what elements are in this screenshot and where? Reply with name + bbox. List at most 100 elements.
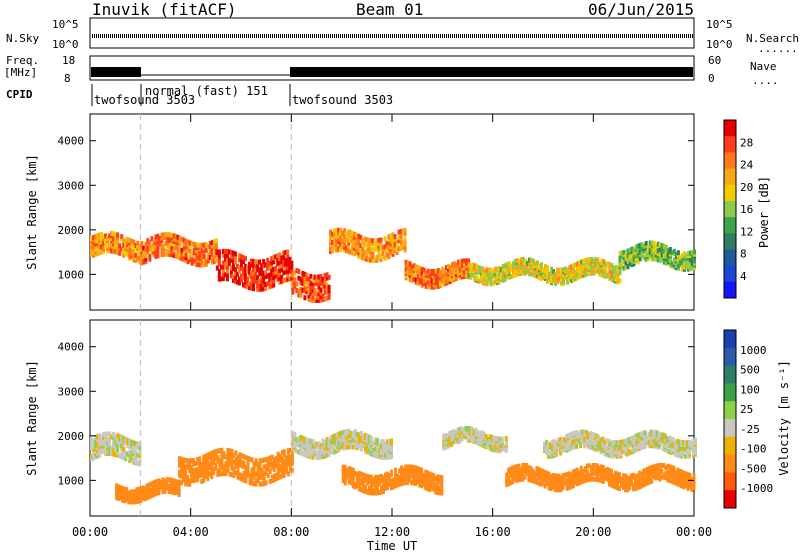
range-cell (239, 273, 243, 279)
range-cell (317, 297, 321, 303)
range-cell (138, 243, 142, 249)
range-cell (483, 272, 487, 278)
range-cell (128, 237, 132, 243)
range-cell (410, 273, 414, 279)
range-cell (98, 235, 102, 241)
range-cell (576, 261, 580, 267)
range-cell (470, 434, 474, 440)
colorbar-tick-label: 25 (740, 403, 753, 416)
range-cell (689, 441, 693, 447)
range-cell (264, 262, 268, 268)
range-cell (176, 243, 180, 249)
range-cell (242, 266, 246, 272)
range-cell (327, 284, 331, 290)
range-cell (341, 230, 345, 236)
range-cell (416, 274, 420, 280)
range-cell (363, 242, 367, 248)
range-cell (529, 471, 533, 477)
range-cell (639, 431, 643, 437)
range-cell (655, 430, 659, 436)
range-cell (313, 277, 317, 283)
range-cell (92, 235, 96, 241)
range-cell (184, 244, 188, 250)
range-cell (379, 473, 383, 479)
range-cell (469, 267, 473, 273)
range-cell (519, 467, 523, 473)
range-cell (490, 435, 494, 441)
range-cell (266, 273, 270, 279)
range-cell (414, 264, 418, 270)
range-cell (176, 248, 180, 254)
range-cell (389, 247, 393, 253)
range-cell (176, 234, 180, 240)
range-cell (367, 474, 371, 480)
range-cell (331, 234, 335, 240)
range-cell (212, 466, 216, 472)
range-cell (365, 489, 369, 495)
range-cell (317, 284, 321, 290)
range-cell (196, 256, 200, 262)
range-cell (233, 270, 237, 276)
range-cell (258, 279, 262, 285)
range-cell (290, 260, 294, 266)
range-cell (345, 248, 349, 254)
range-cell (260, 471, 264, 477)
range-cell (601, 478, 605, 484)
range-cell (148, 240, 152, 246)
range-cell (200, 478, 204, 484)
range-cell (114, 241, 118, 247)
range-cell (139, 486, 143, 492)
range-cell (114, 446, 118, 452)
range-cell (557, 437, 561, 443)
range-cell (98, 444, 102, 450)
range-cell (280, 267, 284, 273)
range-cell (347, 243, 351, 249)
range-cell (341, 477, 345, 483)
range-cell (656, 248, 660, 254)
range-cell (337, 440, 341, 446)
range-cell (660, 256, 664, 262)
range-cell (122, 449, 126, 455)
range-cell (527, 473, 531, 479)
y-tick-label: 2000 (58, 224, 85, 237)
range-cell (106, 439, 110, 445)
range-cell (186, 464, 190, 470)
range-cell (166, 235, 170, 241)
range-cell (497, 265, 501, 271)
range-cell (276, 475, 280, 481)
range-cell (94, 249, 98, 255)
range-cell (150, 244, 154, 250)
range-cell (685, 447, 689, 453)
range-cell (307, 438, 311, 444)
range-cell (146, 238, 150, 244)
range-cell (365, 251, 369, 257)
range-cell (272, 460, 276, 466)
range-cell (347, 444, 351, 450)
range-cell (299, 293, 303, 299)
range-cell (252, 258, 256, 264)
nsearch-tick-bottom: 10^0 (706, 38, 733, 51)
range-cell (280, 470, 284, 476)
range-cell (509, 273, 513, 279)
range-cell (252, 461, 256, 467)
range-cell (250, 474, 254, 480)
range-cell (678, 261, 682, 267)
range-cell (416, 470, 420, 476)
range-cell (140, 246, 144, 252)
range-cell (535, 270, 539, 276)
range-cell (172, 236, 176, 242)
range-cell (182, 470, 186, 476)
range-cell (116, 449, 120, 455)
range-cell (138, 461, 142, 467)
range-cell (210, 460, 214, 466)
range-cell (335, 432, 339, 438)
range-cell (282, 459, 286, 465)
range-cell (428, 480, 432, 486)
range-cell (182, 467, 186, 473)
range-cell (235, 263, 239, 269)
range-cell (319, 280, 323, 286)
range-cell (161, 477, 165, 483)
range-cell (194, 247, 198, 253)
range-cell (361, 252, 365, 258)
range-cell (651, 429, 655, 435)
